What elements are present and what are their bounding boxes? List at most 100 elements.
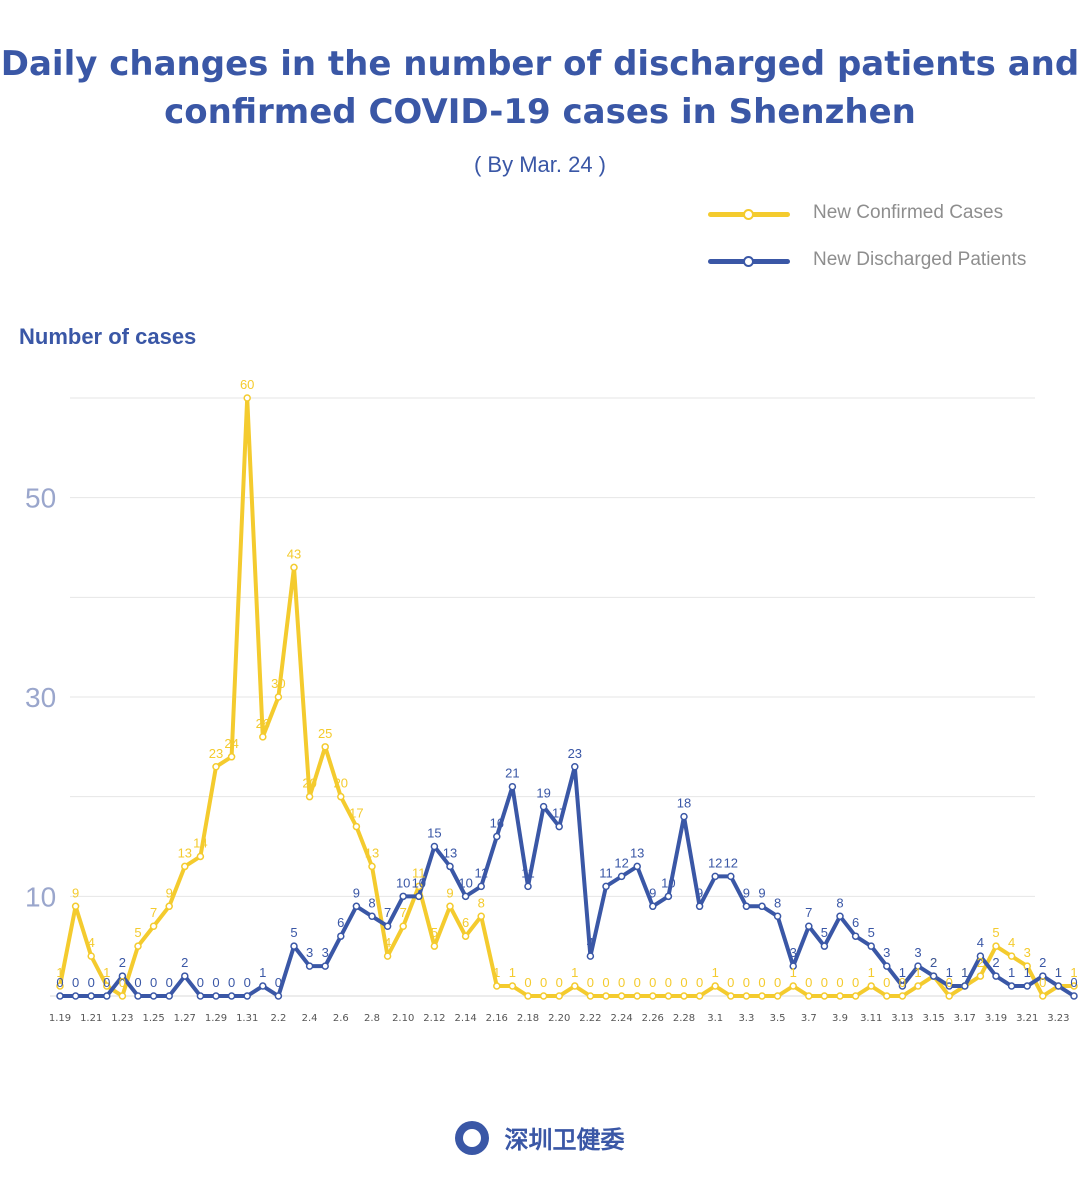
- x-tick-label: 3.3: [738, 1013, 754, 1024]
- data-point-confirmed: [805, 992, 813, 1000]
- data-point-discharged: [415, 892, 423, 901]
- data-label-discharged: 18: [677, 796, 691, 811]
- data-label-discharged: 0: [166, 975, 173, 990]
- data-point-discharged: [727, 872, 735, 881]
- x-tick-label: 2.8: [364, 1013, 380, 1024]
- data-point-confirmed: [134, 942, 142, 950]
- data-point-confirmed: [56, 982, 64, 990]
- data-point-confirmed: [446, 902, 454, 911]
- data-point-confirmed: [789, 982, 797, 990]
- data-point-confirmed: [1023, 962, 1031, 970]
- data-label-confirmed: 0: [119, 975, 126, 990]
- x-tick-label: 3.11: [860, 1013, 882, 1024]
- data-label-confirmed: 3: [1024, 945, 1031, 960]
- data-point-confirmed: [836, 992, 844, 1000]
- x-tick-label: 3.5: [770, 1013, 786, 1024]
- legend-label-discharged: New Discharged Patients: [813, 249, 1027, 270]
- x-tick-label: 2.26: [642, 1013, 664, 1024]
- data-label-confirmed: 1: [509, 965, 516, 980]
- x-tick-label: 1.21: [80, 1013, 102, 1024]
- x-tick-label: 2.18: [517, 1013, 539, 1024]
- data-point-discharged: [149, 992, 158, 1000]
- data-point-confirmed: [883, 992, 891, 1000]
- data-label-discharged: 2: [119, 955, 126, 970]
- data-label-confirmed: 0: [883, 975, 890, 990]
- data-label-confirmed: 0: [556, 975, 563, 990]
- data-label-discharged: 23: [568, 746, 582, 761]
- data-label-discharged: 3: [322, 945, 329, 960]
- data-point-discharged: [1070, 992, 1078, 1000]
- footer: 深圳卫健委: [0, 1120, 1080, 1160]
- data-point-confirmed: [259, 733, 267, 741]
- data-label-discharged: 4: [977, 935, 984, 950]
- x-tick-label: 3.13: [891, 1013, 913, 1024]
- data-label-confirmed: 0: [852, 975, 859, 990]
- data-point-confirmed: [555, 992, 563, 1000]
- data-label-discharged: 1: [1055, 965, 1062, 980]
- data-label-confirmed: 43: [287, 546, 301, 561]
- data-point-discharged: [290, 942, 298, 950]
- data-label-confirmed: 9: [446, 885, 453, 900]
- footer-organization: 深圳卫健委: [504, 1126, 625, 1154]
- data-point-confirmed: [945, 992, 953, 1000]
- data-point-discharged: [867, 942, 875, 950]
- data-label-confirmed: 0: [774, 975, 781, 990]
- data-label-confirmed: 1: [103, 965, 110, 980]
- data-point-discharged: [602, 882, 610, 891]
- data-label-confirmed: 0: [524, 975, 531, 990]
- x-tick-label: 3.15: [922, 1013, 944, 1024]
- data-label-discharged: 1: [1008, 965, 1015, 980]
- data-point-confirmed: [649, 992, 657, 1000]
- data-point-discharged: [274, 992, 283, 1000]
- data-point-confirmed: [633, 992, 641, 1000]
- x-tick-label: 2.6: [333, 1013, 349, 1024]
- data-point-confirmed: [508, 982, 517, 990]
- y-tick-label: 10: [25, 881, 56, 912]
- data-label-discharged: 2: [181, 955, 188, 970]
- data-point-confirmed: [399, 922, 407, 930]
- data-point-discharged: [633, 862, 641, 871]
- data-point-confirmed: [742, 992, 751, 1000]
- data-label-confirmed: 1: [493, 965, 500, 980]
- data-point-discharged: [118, 972, 127, 980]
- data-label-confirmed: 9: [166, 885, 173, 900]
- data-label-confirmed: 5: [992, 925, 999, 940]
- data-point-confirmed: [617, 992, 626, 1000]
- data-label-confirmed: 0: [649, 975, 656, 990]
- data-label-discharged: 6: [852, 915, 859, 930]
- y-axis-label: Number of cases: [19, 324, 197, 349]
- data-point-confirmed: [602, 992, 610, 1000]
- data-label-confirmed: 0: [602, 975, 609, 990]
- data-label-discharged: 8: [368, 895, 375, 910]
- data-label-confirmed: 5: [134, 925, 141, 940]
- data-label-discharged: 7: [384, 905, 391, 920]
- data-label-discharged: 12: [614, 855, 628, 870]
- data-label-confirmed: 0: [758, 975, 765, 990]
- data-label-confirmed: 2: [930, 955, 937, 970]
- data-point-confirmed: [415, 882, 423, 891]
- data-point-discharged: [758, 902, 766, 911]
- data-point-confirmed: [758, 992, 766, 1000]
- data-label-discharged: 2: [992, 955, 999, 970]
- data-label-discharged: 8: [774, 895, 781, 910]
- legend-item-discharged: New Discharged Patients: [708, 245, 1068, 275]
- data-label-discharged: 5: [868, 925, 875, 940]
- data-point-confirmed: [586, 992, 595, 1000]
- data-point-discharged: [773, 912, 782, 921]
- data-point-discharged: [399, 892, 407, 901]
- data-point-discharged: [836, 912, 844, 921]
- data-point-discharged: [1023, 982, 1031, 990]
- data-label-confirmed: 24: [224, 736, 238, 751]
- data-point-discharged: [337, 932, 345, 940]
- data-point-discharged: [212, 992, 220, 1000]
- legend-label-confirmed: New Confirmed Cases: [813, 202, 1004, 223]
- data-point-discharged: [430, 842, 439, 851]
- data-label-discharged: 1: [946, 965, 953, 980]
- data-point-discharged: [1007, 982, 1016, 990]
- data-point-discharged: [961, 982, 969, 990]
- data-label-confirmed: 2: [977, 955, 984, 970]
- data-point-discharged: [368, 912, 376, 921]
- data-label-confirmed: 13: [178, 845, 192, 860]
- data-point-confirmed: [274, 693, 283, 701]
- data-label-confirmed: 1: [790, 965, 797, 980]
